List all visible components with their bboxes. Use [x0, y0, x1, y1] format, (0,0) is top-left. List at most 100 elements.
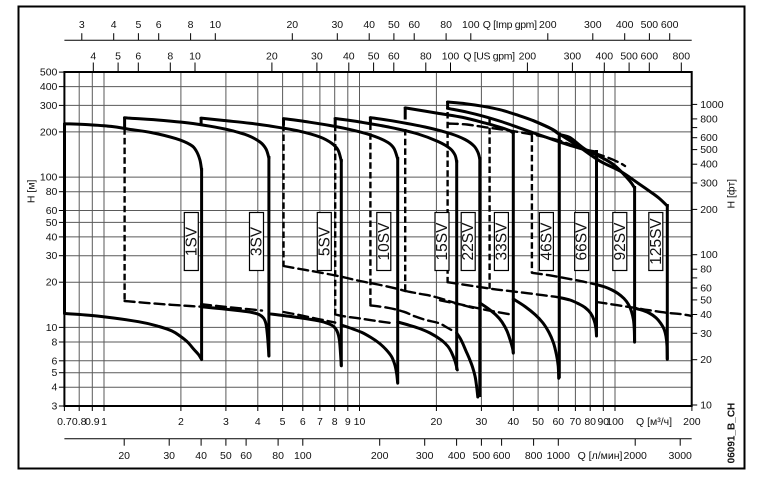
svg-text:300: 300 [40, 100, 58, 112]
svg-text:50: 50 [700, 294, 712, 306]
svg-text:Q [м³/ч]: Q [м³/ч] [636, 416, 672, 428]
svg-text:50: 50 [388, 19, 400, 31]
svg-text:5: 5 [280, 416, 286, 428]
svg-text:4: 4 [111, 19, 117, 31]
svg-text:8: 8 [332, 416, 338, 428]
svg-text:60: 60 [46, 205, 58, 217]
svg-text:5: 5 [52, 367, 58, 379]
svg-text:3: 3 [52, 401, 58, 413]
svg-text:800: 800 [700, 113, 718, 125]
svg-text:80: 80 [272, 450, 284, 462]
svg-text:10: 10 [354, 416, 366, 428]
svg-text:800: 800 [525, 450, 543, 462]
svg-text:2: 2 [178, 416, 184, 428]
svg-text:100: 100 [442, 51, 460, 63]
svg-text:200: 200 [539, 19, 557, 31]
svg-text:06091_B_CH: 06091_B_CH [727, 403, 738, 464]
svg-text:46SV: 46SV [538, 222, 555, 261]
svg-text:600: 600 [700, 132, 718, 144]
svg-text:20: 20 [700, 354, 712, 366]
svg-text:60: 60 [240, 450, 252, 462]
svg-text:6: 6 [156, 19, 162, 31]
svg-text:80: 80 [440, 19, 452, 31]
svg-text:H [м]: H [м] [26, 179, 38, 203]
svg-text:50: 50 [368, 51, 380, 63]
svg-text:70: 70 [570, 416, 582, 428]
svg-text:7: 7 [317, 416, 323, 428]
svg-text:8: 8 [188, 19, 194, 31]
svg-text:80: 80 [420, 51, 432, 63]
svg-text:3: 3 [223, 416, 229, 428]
svg-text:20: 20 [266, 51, 278, 63]
svg-text:500: 500 [700, 144, 718, 156]
svg-text:0.7: 0.7 [57, 416, 72, 428]
svg-text:6: 6 [300, 416, 306, 428]
svg-text:30: 30 [46, 250, 58, 262]
svg-text:20: 20 [118, 450, 130, 462]
svg-text:400: 400 [40, 81, 58, 93]
svg-text:8: 8 [52, 337, 58, 349]
svg-text:80: 80 [700, 264, 712, 276]
svg-text:3: 3 [79, 19, 85, 31]
svg-text:300: 300 [416, 450, 434, 462]
svg-text:H [фт]: H [фт] [725, 179, 737, 209]
svg-text:Q [л/мин]: Q [л/мин] [578, 450, 623, 462]
svg-text:400: 400 [700, 159, 718, 171]
svg-text:10: 10 [189, 51, 201, 63]
svg-text:20: 20 [286, 19, 298, 31]
svg-text:6: 6 [135, 51, 141, 63]
svg-text:60: 60 [408, 19, 420, 31]
svg-text:50: 50 [220, 450, 232, 462]
svg-text:10: 10 [700, 400, 712, 412]
svg-text:100: 100 [294, 450, 312, 462]
svg-text:90: 90 [597, 416, 609, 428]
svg-text:600: 600 [493, 450, 511, 462]
svg-text:66SV: 66SV [574, 222, 591, 261]
svg-text:300: 300 [700, 178, 718, 190]
svg-text:40: 40 [363, 19, 375, 31]
svg-text:50: 50 [46, 217, 58, 229]
svg-text:1000: 1000 [547, 450, 571, 462]
svg-text:8: 8 [167, 51, 173, 63]
svg-text:4: 4 [90, 51, 96, 63]
svg-text:200: 200 [683, 416, 701, 428]
svg-text:500: 500 [473, 450, 491, 462]
svg-text:3000: 3000 [669, 450, 693, 462]
svg-text:400: 400 [448, 450, 466, 462]
svg-text:40: 40 [343, 51, 355, 63]
svg-text:200: 200 [519, 51, 537, 63]
svg-text:500: 500 [620, 51, 638, 63]
svg-text:30: 30 [476, 416, 488, 428]
svg-text:1: 1 [101, 416, 107, 428]
svg-text:15SV: 15SV [434, 222, 451, 261]
svg-text:9: 9 [345, 416, 351, 428]
svg-text:100: 100 [462, 19, 480, 31]
svg-text:80: 80 [46, 186, 58, 198]
svg-text:200: 200 [40, 126, 58, 138]
svg-text:5: 5 [115, 51, 121, 63]
svg-text:300: 300 [564, 51, 582, 63]
svg-text:20: 20 [46, 277, 58, 289]
svg-text:600: 600 [661, 19, 679, 31]
svg-text:10: 10 [209, 19, 221, 31]
svg-text:20: 20 [431, 416, 443, 428]
svg-text:100: 100 [606, 416, 624, 428]
svg-text:400: 400 [596, 51, 614, 63]
svg-text:200: 200 [700, 204, 718, 216]
svg-text:100: 100 [700, 249, 718, 261]
svg-text:600: 600 [641, 51, 659, 63]
svg-text:1000: 1000 [700, 99, 724, 111]
svg-text:40: 40 [46, 231, 58, 243]
svg-text:33SV: 33SV [493, 222, 510, 261]
svg-text:500: 500 [641, 19, 659, 31]
svg-text:5SV: 5SV [316, 226, 333, 256]
svg-text:1SV: 1SV [183, 226, 200, 256]
svg-text:300: 300 [584, 19, 602, 31]
svg-text:60: 60 [700, 283, 712, 295]
svg-text:400: 400 [616, 19, 634, 31]
svg-text:4: 4 [52, 382, 58, 394]
svg-text:10: 10 [46, 322, 58, 334]
svg-text:40: 40 [195, 450, 207, 462]
svg-text:40: 40 [507, 416, 519, 428]
svg-text:800: 800 [673, 51, 691, 63]
